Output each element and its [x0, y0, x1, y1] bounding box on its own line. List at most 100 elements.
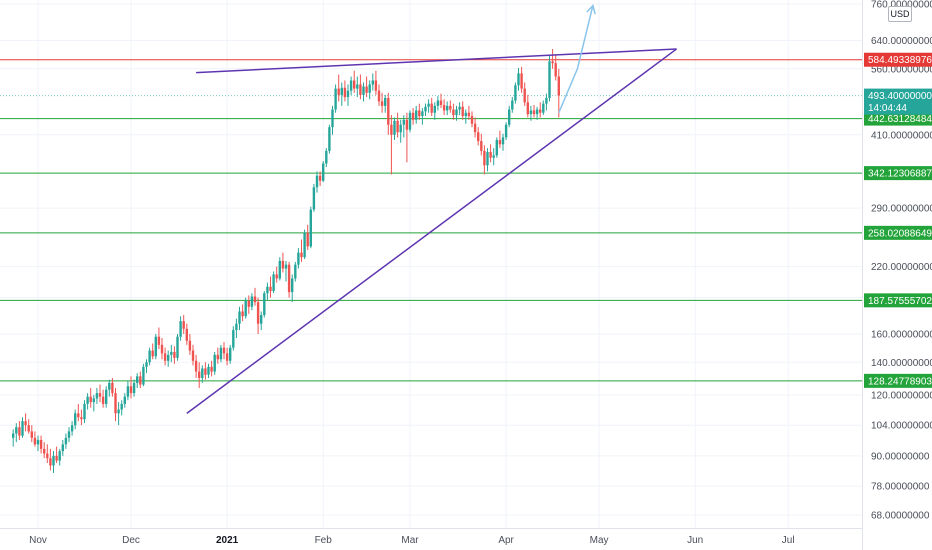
candle-body	[263, 293, 266, 316]
candle	[300, 239, 303, 262]
candle	[232, 326, 235, 351]
projection-arrow	[558, 4, 596, 114]
y-tick-label: 640.00000000	[871, 36, 932, 47]
candle-body	[83, 403, 86, 420]
candle-body	[461, 106, 464, 117]
candle-body	[55, 455, 58, 461]
level-badge	[864, 373, 932, 388]
y-tick-label: 760.00000000	[871, 0, 932, 11]
x-tick-label: Jul	[782, 535, 795, 546]
candle-body	[179, 321, 182, 337]
candle	[399, 119, 402, 143]
candle	[374, 70, 378, 95]
y-tick-label: 160.00000000	[871, 330, 932, 341]
candle	[191, 344, 195, 366]
candle-body	[67, 431, 71, 438]
candle	[244, 297, 247, 319]
candle-body	[238, 311, 241, 324]
candle-body	[210, 366, 213, 372]
candle-body	[415, 110, 418, 120]
candle	[384, 94, 387, 113]
candle-body	[198, 371, 201, 378]
candle-body	[368, 84, 371, 93]
candle	[322, 161, 325, 183]
level-badge-label: 258.02088649	[868, 228, 932, 239]
candle	[418, 103, 421, 120]
x-tick-label: Mar	[401, 535, 419, 546]
candle-body	[554, 63, 557, 77]
currency-badge[interactable]: USD	[888, 6, 912, 22]
candle-body	[548, 61, 551, 98]
candle	[39, 435, 43, 454]
level-badge-label: 128.24778903	[868, 376, 932, 387]
candle-body	[241, 311, 244, 317]
candle	[408, 110, 412, 133]
candle	[371, 73, 374, 91]
candle	[67, 427, 71, 443]
candle-body	[294, 264, 297, 279]
candle	[328, 124, 331, 154]
candle-body	[36, 439, 40, 445]
candle-body	[244, 300, 247, 317]
candle-body	[399, 124, 402, 133]
candle	[377, 84, 381, 106]
candle	[216, 347, 219, 364]
x-tick-label: Nov	[29, 535, 47, 546]
candle-body	[74, 413, 77, 426]
candle	[477, 127, 480, 146]
candle	[46, 444, 49, 463]
candle-body	[427, 103, 430, 107]
candle-body	[359, 84, 362, 95]
candle-body	[473, 123, 477, 133]
candle	[49, 448, 52, 471]
candle-body	[421, 111, 424, 117]
candle	[492, 148, 495, 166]
candle	[142, 363, 145, 387]
candle-body	[384, 97, 387, 106]
candle	[331, 105, 334, 135]
candle-body	[256, 302, 260, 324]
candle-body	[405, 119, 409, 130]
y-tick-label: 410.00000000	[871, 130, 932, 141]
candle-body	[191, 350, 195, 361]
candle	[210, 360, 213, 377]
candle-body	[387, 97, 390, 125]
candle-body	[411, 112, 415, 120]
candle-body	[446, 105, 449, 111]
candle	[387, 92, 390, 135]
candle	[557, 68, 560, 118]
trendline	[186, 48, 678, 414]
candle-body	[142, 366, 145, 385]
time-axis[interactable]: Nov Dec 2021 Feb Mar Apr May Jun Jul	[0, 528, 862, 547]
candle	[136, 373, 139, 388]
candle-body	[374, 80, 378, 91]
candle-body	[123, 396, 126, 404]
candle-body	[365, 86, 368, 93]
candle	[173, 346, 176, 364]
candle-body	[396, 120, 399, 133]
horizontal-levels	[0, 59, 862, 382]
candle-body	[504, 124, 508, 138]
candle	[452, 103, 455, 120]
candle	[61, 439, 64, 456]
candle	[89, 387, 92, 408]
x-tick-label: Feb	[315, 535, 333, 546]
candle-body	[436, 100, 440, 106]
candle	[551, 48, 554, 69]
candle	[33, 431, 37, 447]
candle-body	[154, 336, 157, 357]
candle-body	[278, 260, 281, 279]
candle-body	[349, 80, 353, 91]
candle-body	[483, 150, 486, 166]
candle	[235, 318, 238, 339]
candle-body	[458, 106, 461, 110]
candle	[207, 363, 210, 378]
candle-body	[430, 103, 433, 113]
candles	[12, 48, 560, 473]
price-axis[interactable]: 68.00000000 78.00000000 90.00000000 104.000…	[862, 0, 932, 550]
candle	[114, 387, 117, 422]
candle-body	[306, 232, 309, 247]
candle-body	[492, 155, 495, 158]
candle	[539, 102, 542, 118]
